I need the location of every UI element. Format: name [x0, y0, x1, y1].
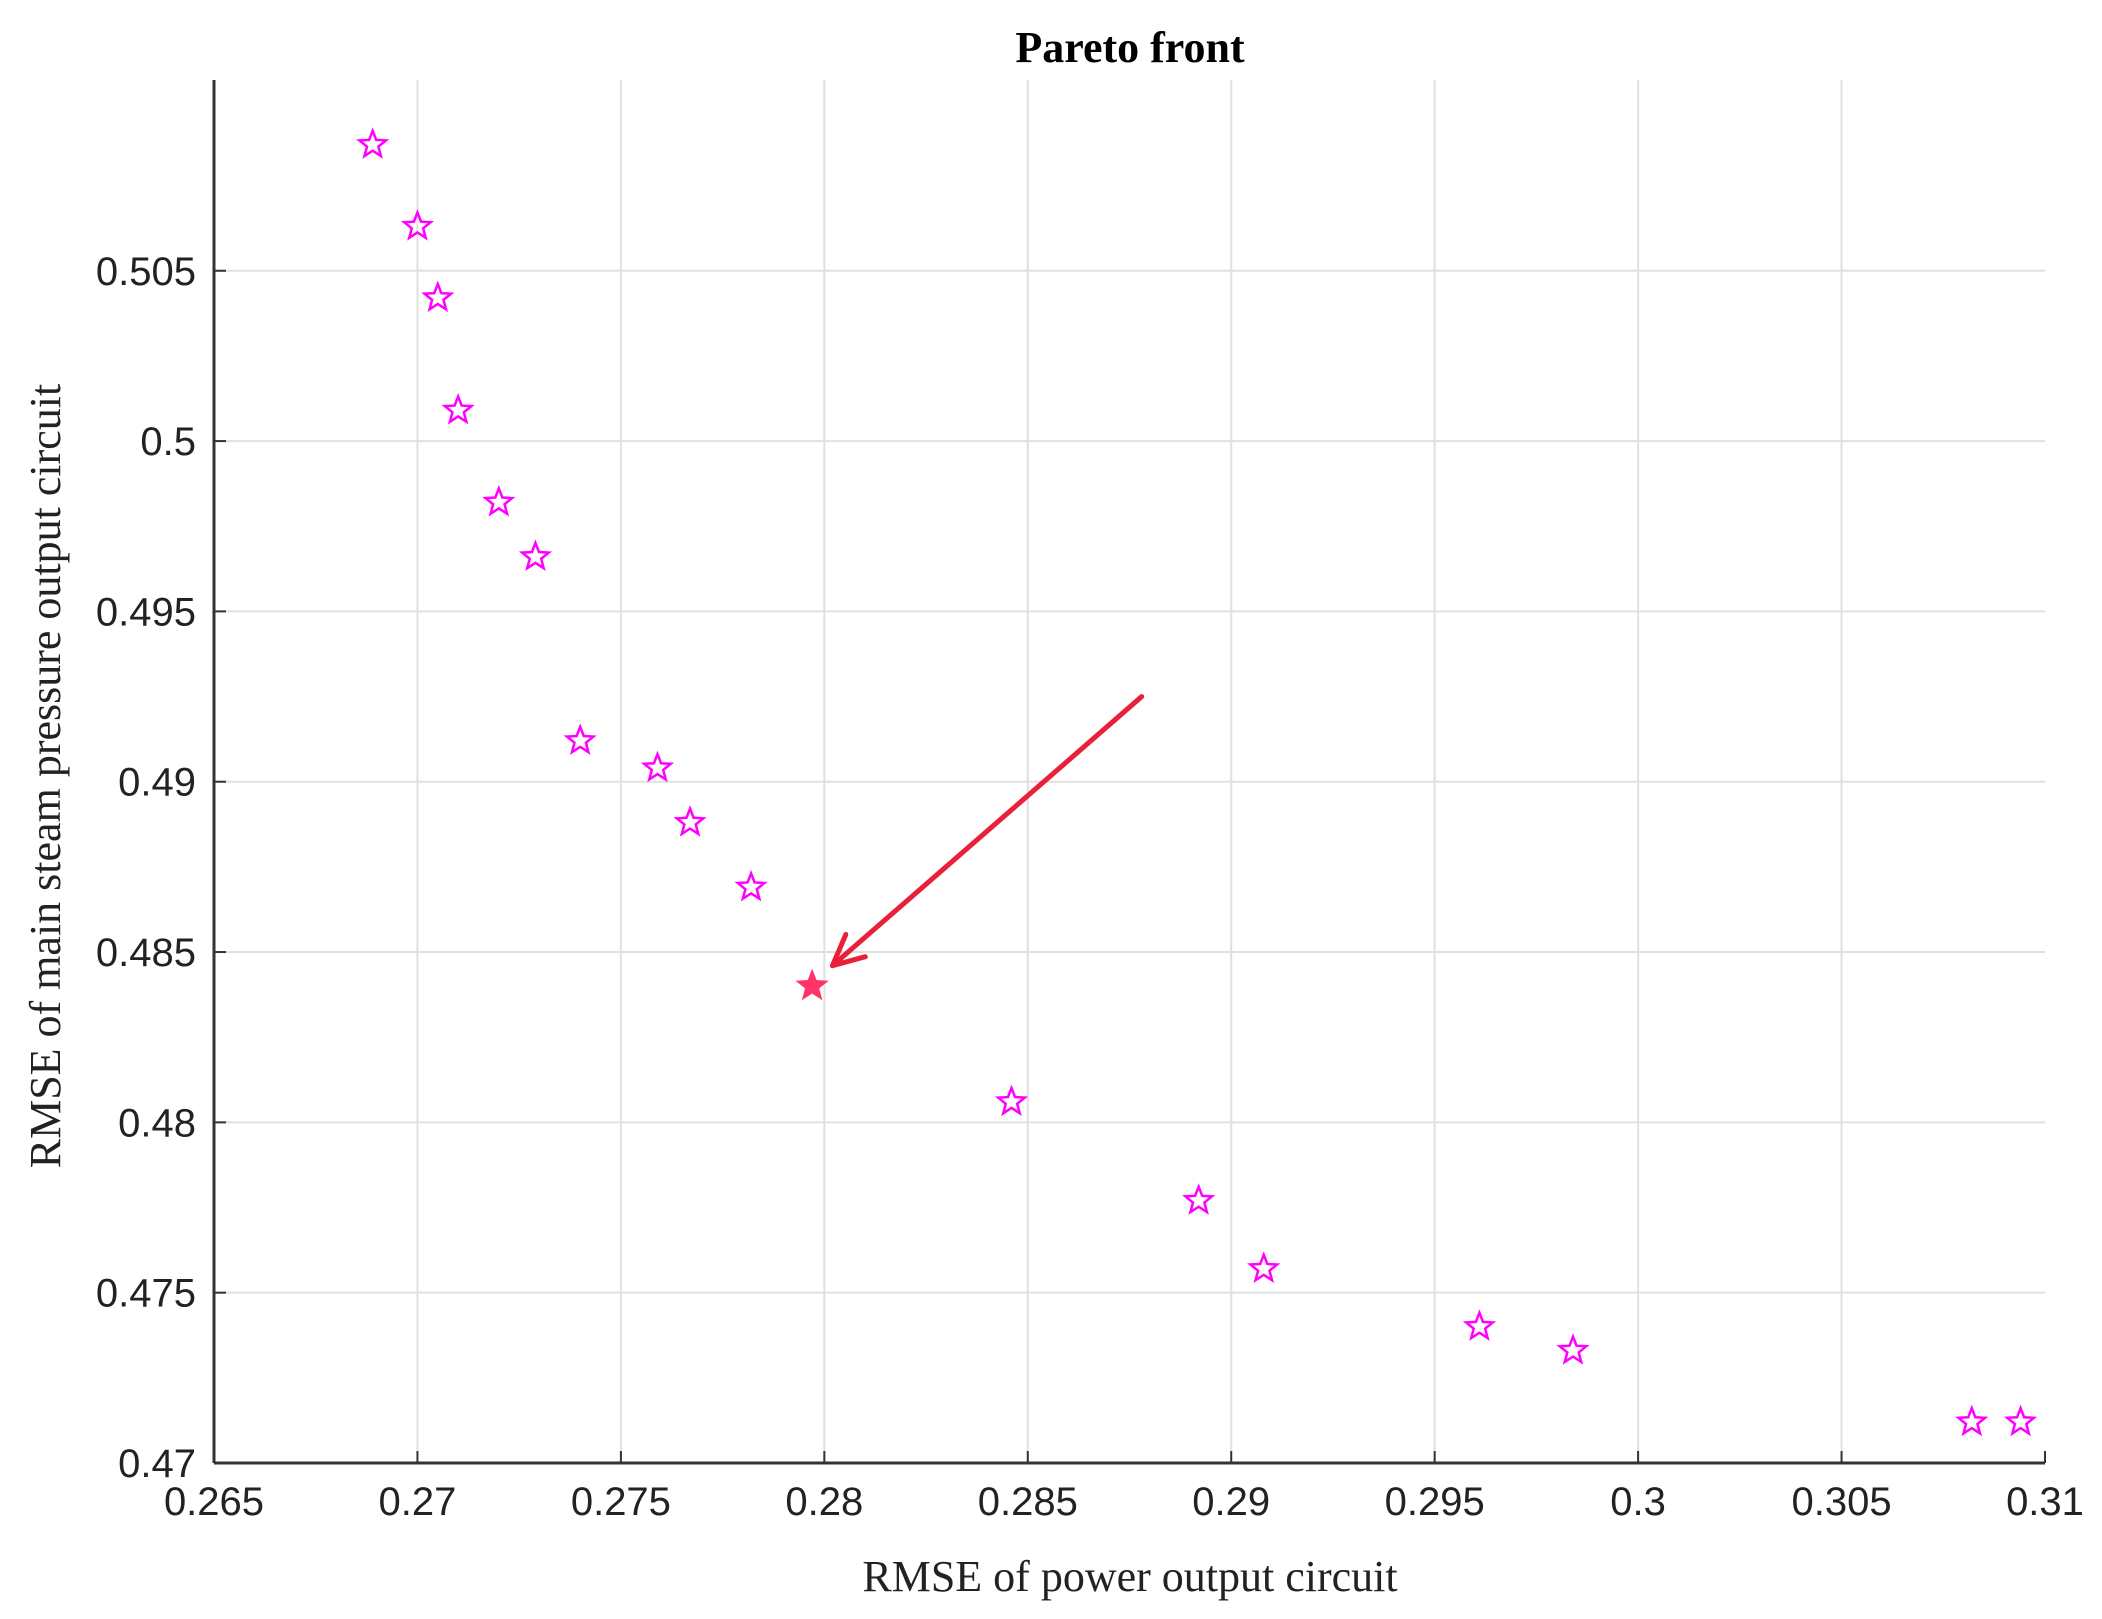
y-tick-label: 0.5 [140, 420, 196, 464]
arrow-head [829, 931, 868, 969]
data-point [1182, 1183, 1216, 1215]
data-point [482, 484, 516, 517]
data-point [400, 209, 435, 241]
annotation-layer [829, 694, 1145, 969]
data-point [673, 805, 707, 837]
data-point [2003, 1404, 2038, 1437]
y-tick-label: 0.475 [96, 1272, 196, 1316]
x-axis-label: RMSE of power output circuit [862, 1552, 1397, 1601]
data-point [1556, 1333, 1590, 1365]
data-point [1955, 1404, 1989, 1437]
x-tick-label: 0.265 [164, 1480, 264, 1524]
chart-title: Pareto front [1015, 23, 1245, 72]
x-tick-label: 0.285 [978, 1480, 1078, 1524]
x-tick-label: 0.31 [2006, 1480, 2084, 1524]
y-tick-label: 0.47 [118, 1442, 196, 1486]
highlighted-point [795, 968, 829, 1001]
x-tick-label: 0.305 [1792, 1480, 1892, 1524]
points-layer [356, 127, 2038, 1437]
y-tick-label: 0.505 [96, 250, 196, 294]
y-tick-label: 0.48 [118, 1101, 196, 1145]
y-tick-label: 0.495 [96, 590, 196, 634]
data-point [994, 1084, 1029, 1117]
x-tick-label: 0.29 [1192, 1480, 1270, 1524]
data-point [563, 723, 597, 755]
x-tick-label: 0.28 [785, 1480, 863, 1524]
data-point [518, 539, 553, 572]
grid-layer [214, 80, 2045, 1463]
x-tick-label: 0.3 [1610, 1480, 1666, 1524]
data-point [421, 280, 455, 313]
axes-layer [212, 80, 2045, 1465]
data-point [441, 392, 475, 425]
ticks-layer: 0.265 0.27 0.275 0.28 0.285 0.29 0.295 0.3 0.305… [96, 250, 2084, 1524]
x-tick-label: 0.275 [571, 1480, 671, 1524]
y-axis-label: RMSE of main steam pressure output circu… [21, 384, 70, 1169]
data-point [356, 127, 390, 159]
y-tick-label: 0.49 [118, 761, 196, 805]
x-tick-label: 0.295 [1385, 1480, 1485, 1524]
data-point [640, 750, 675, 783]
y-tick-label: 0.485 [96, 931, 196, 975]
data-point [1247, 1251, 1281, 1283]
x-tick-label: 0.27 [379, 1480, 457, 1524]
data-point [1462, 1309, 1497, 1341]
arrow-shaft [829, 694, 1145, 969]
data-point [734, 869, 768, 902]
